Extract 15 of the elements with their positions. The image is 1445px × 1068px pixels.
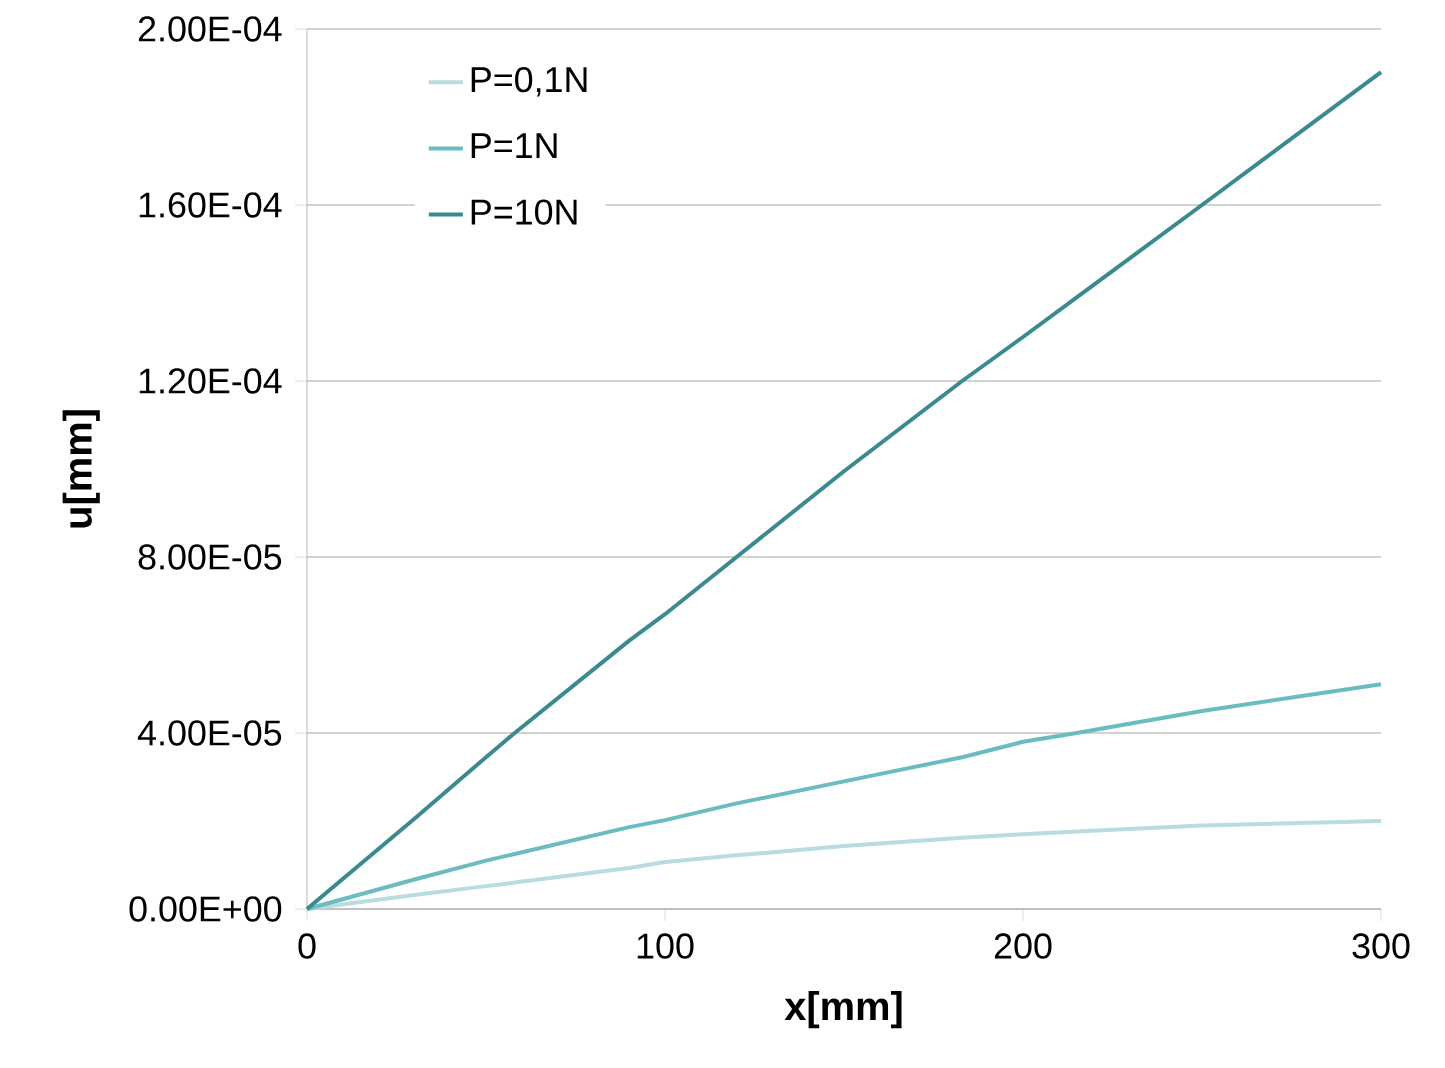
legend-label: P=0,1N [471,66,587,97]
y-tick-label: 4.00E-05 [137,720,282,746]
legend-label: P=10N [471,199,577,225]
x-axis-title: x[mm] [784,991,902,1029]
y-tick-label: 8.00E-05 [138,544,282,570]
y-tick-label: 1.20E-04 [139,368,282,394]
x-tick-label: 100 [637,933,694,959]
legend-label: P=1N [471,133,557,159]
y-tick-label: 1.60E-04 [139,192,282,218]
x-tick-label: 0 [298,933,316,959]
x-tick-label: 300 [1352,933,1410,959]
y-tick-label: 0.00E+00 [129,896,282,922]
y-axis-title: u[mm] [62,410,100,528]
y-tick-label: 2.00E-04 [138,16,282,42]
x-tick-label: 200 [994,933,1052,959]
